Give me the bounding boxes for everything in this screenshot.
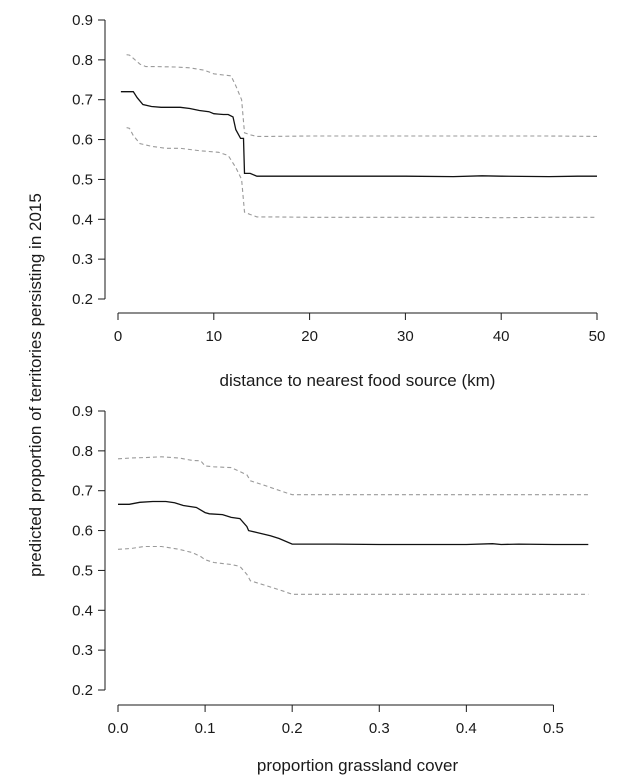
lower-confidence-line xyxy=(117,545,589,595)
x-axis-title: proportion grassland cover xyxy=(257,756,459,775)
x-axis-title: distance to nearest food source (km) xyxy=(220,371,496,390)
y-tick-label: 0.6 xyxy=(72,132,93,149)
y-tick-label: 0.5 xyxy=(72,171,93,188)
y-tick-label: 0.2 xyxy=(72,682,93,699)
x-tick-label: 40 xyxy=(493,328,510,345)
y-tick-label: 0.9 xyxy=(72,403,93,420)
y-tick-label: 0.5 xyxy=(72,562,93,579)
chart-panel-2: 0.2 0.3 0.4 0.5 0.6 0.7 0.8 0.9 0.0 0.1 0.2 0.3 0.4 0… xyxy=(72,403,589,775)
y-tick-label: 0.4 xyxy=(72,602,93,619)
x-tick-label: 0.5 xyxy=(543,720,564,737)
chart-panel-1: 0.2 0.3 0.4 0.5 0.6 0.7 0.8 0.9 0 10 20 30 40 50 dista… xyxy=(72,12,605,390)
x-tick-label: 50 xyxy=(589,328,606,345)
y-tick-label: 0.7 xyxy=(72,483,93,500)
x-tick-label: 0.4 xyxy=(456,720,477,737)
y-tick-label: 0.3 xyxy=(72,642,93,659)
y-tick-label: 0.8 xyxy=(72,443,93,460)
upper-confidence-line xyxy=(126,54,598,137)
x-tick-label: 0 xyxy=(114,328,122,345)
x-tick-label: 30 xyxy=(397,328,414,345)
x-tick-label: 0.0 xyxy=(108,720,129,737)
x-tick-label: 20 xyxy=(301,328,318,345)
y-tick-label: 0.4 xyxy=(72,211,93,228)
fitted-line xyxy=(118,500,589,546)
y-tick-label: 0.7 xyxy=(72,92,93,109)
shared-y-axis-title: predicted proportion of territories pers… xyxy=(26,193,45,577)
upper-confidence-line xyxy=(117,456,589,496)
lower-confidence-line xyxy=(126,127,597,219)
panels: 0.2 0.3 0.4 0.5 0.6 0.7 0.8 0.9 0 10 20 30 40 50 dista… xyxy=(72,12,605,775)
x-tick-label: 0.2 xyxy=(282,720,303,737)
x-tick-label: 0.3 xyxy=(369,720,390,737)
y-tick-label: 0.2 xyxy=(72,291,93,308)
y-tick-label: 0.3 xyxy=(72,251,93,268)
y-tick-label: 0.8 xyxy=(72,52,93,69)
x-tick-label: 10 xyxy=(205,328,222,345)
y-tick-label: 0.9 xyxy=(72,12,93,29)
fitted-line xyxy=(120,91,597,178)
y-tick-label: 0.6 xyxy=(72,523,93,540)
x-tick-label: 0.1 xyxy=(195,720,216,737)
